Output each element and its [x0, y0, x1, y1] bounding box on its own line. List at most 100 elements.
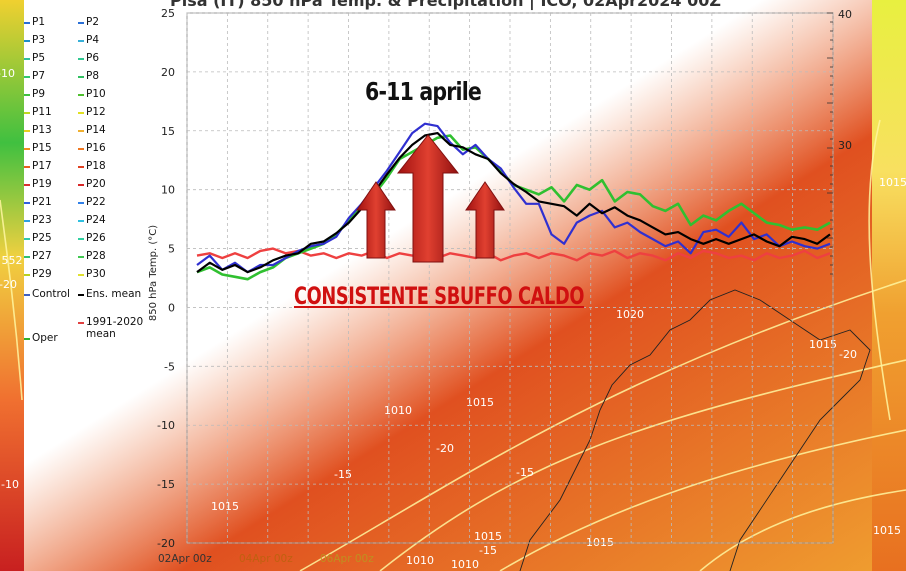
legend-swatch: [78, 184, 84, 186]
legend-item: P12: [78, 106, 106, 118]
legend-label: 1991-2020 mean: [86, 316, 144, 340]
legend-swatch: [24, 184, 30, 186]
legend-swatch: [78, 130, 84, 132]
legend-swatch: [24, 22, 30, 24]
map-label: 1020: [616, 308, 644, 321]
legend-item: Oper: [24, 332, 58, 344]
legend-swatch: [24, 202, 30, 204]
legend-swatch: [24, 112, 30, 114]
legend-label: P15: [32, 142, 52, 154]
legend-swatch: [24, 238, 30, 240]
legend-swatch: [24, 130, 30, 132]
legend-label: P13: [32, 124, 52, 136]
legend-label: Oper: [32, 332, 58, 344]
legend-label: P11: [32, 106, 52, 118]
legend-swatch: [24, 274, 30, 276]
legend-swatch: [78, 322, 84, 324]
legend-swatch: [78, 220, 84, 222]
y-tick-label: -10: [157, 419, 175, 432]
legend-item: P10: [78, 88, 106, 100]
chart-series: [196, 122, 831, 281]
legend-swatch: [78, 58, 84, 60]
legend-item: P9: [24, 88, 45, 100]
legend-label: P26: [86, 232, 106, 244]
map-label: 1015: [873, 524, 901, 537]
legend-swatch: [78, 148, 84, 150]
map-label: 1010: [406, 554, 434, 567]
legend-swatch: [78, 94, 84, 96]
legend-swatch: [78, 22, 84, 24]
map-label: -15: [516, 466, 534, 479]
map-label: 1010: [451, 558, 479, 571]
x-tick-label: 04Apr 00z: [239, 553, 293, 565]
legend-label: P9: [32, 88, 46, 100]
legend-item: P28: [78, 250, 106, 262]
arrow-left: [356, 181, 396, 259]
series-line-ens-mean: [196, 132, 831, 274]
legend-label: P22: [86, 196, 106, 208]
legend-label: P7: [32, 70, 46, 82]
legend-item: P20: [78, 178, 106, 190]
legend-label: Ens. mean: [86, 288, 142, 300]
legend-label: P27: [32, 250, 52, 262]
y-tick-label: -5: [164, 360, 175, 373]
legend-item: P5: [24, 52, 45, 64]
chart-grid: [186, 12, 834, 544]
map-label: -20: [436, 442, 454, 455]
annotation-period: 6-11 aprile: [365, 77, 482, 106]
legend-label: P10: [86, 88, 106, 100]
legend-label: P28: [86, 250, 106, 262]
legend-label: P16: [86, 142, 106, 154]
coastline: [519, 289, 871, 571]
map-label: -15: [334, 468, 352, 481]
legend-item: P21: [24, 196, 52, 208]
map-label: -10: [0, 67, 15, 80]
legend-item: P8: [78, 70, 99, 82]
legend-item: P7: [24, 70, 45, 82]
legend-swatch: [78, 112, 84, 114]
legend-item: P29: [24, 268, 52, 280]
isobar-line-2: [499, 429, 906, 571]
y-tick-label: -15: [157, 478, 175, 491]
legend-swatch: [78, 76, 84, 78]
legend-label: P21: [32, 196, 52, 208]
isobar-line-0: [379, 359, 906, 571]
y-tick-label: 10: [161, 184, 175, 197]
legend-label: P1: [32, 16, 46, 28]
legend-label: P4: [86, 34, 100, 46]
legend-label: P23: [32, 214, 52, 226]
isobar-line-1: [299, 279, 906, 571]
legend-swatch: [78, 274, 84, 276]
legend-label: P3: [32, 34, 46, 46]
y2-tick-label: 40: [838, 8, 852, 21]
isobar-line-4: [0, 199, 23, 401]
legend-item: P17: [24, 160, 52, 172]
arrow-center: [396, 134, 460, 263]
legend-label: P5: [32, 52, 46, 64]
map-label: 1015: [474, 530, 502, 543]
legend-item: P23: [24, 214, 52, 226]
legend-swatch: [24, 294, 30, 296]
legend-swatch: [24, 40, 30, 42]
legend-item: P27: [24, 250, 52, 262]
legend-item: P13: [24, 124, 52, 136]
legend-item: P6: [78, 52, 99, 64]
legend-item: P18: [78, 160, 106, 172]
map-label: -15: [479, 544, 497, 557]
legend-item: P4: [78, 34, 99, 46]
x-tick-label: 06Apr 00z: [320, 553, 374, 565]
legend-label: P17: [32, 160, 52, 172]
legend-item: P26: [78, 232, 106, 244]
legend-swatch: [24, 148, 30, 150]
legend-swatch: [24, 94, 30, 96]
legend-swatch: [24, 338, 30, 340]
legend-item: Ens. mean: [78, 288, 141, 300]
legend-swatch: [78, 202, 84, 204]
legend-item: P30: [78, 268, 106, 280]
y2-tick-label: 30: [838, 139, 852, 152]
map-label: -20: [839, 348, 857, 361]
legend-label: P20: [86, 178, 106, 190]
